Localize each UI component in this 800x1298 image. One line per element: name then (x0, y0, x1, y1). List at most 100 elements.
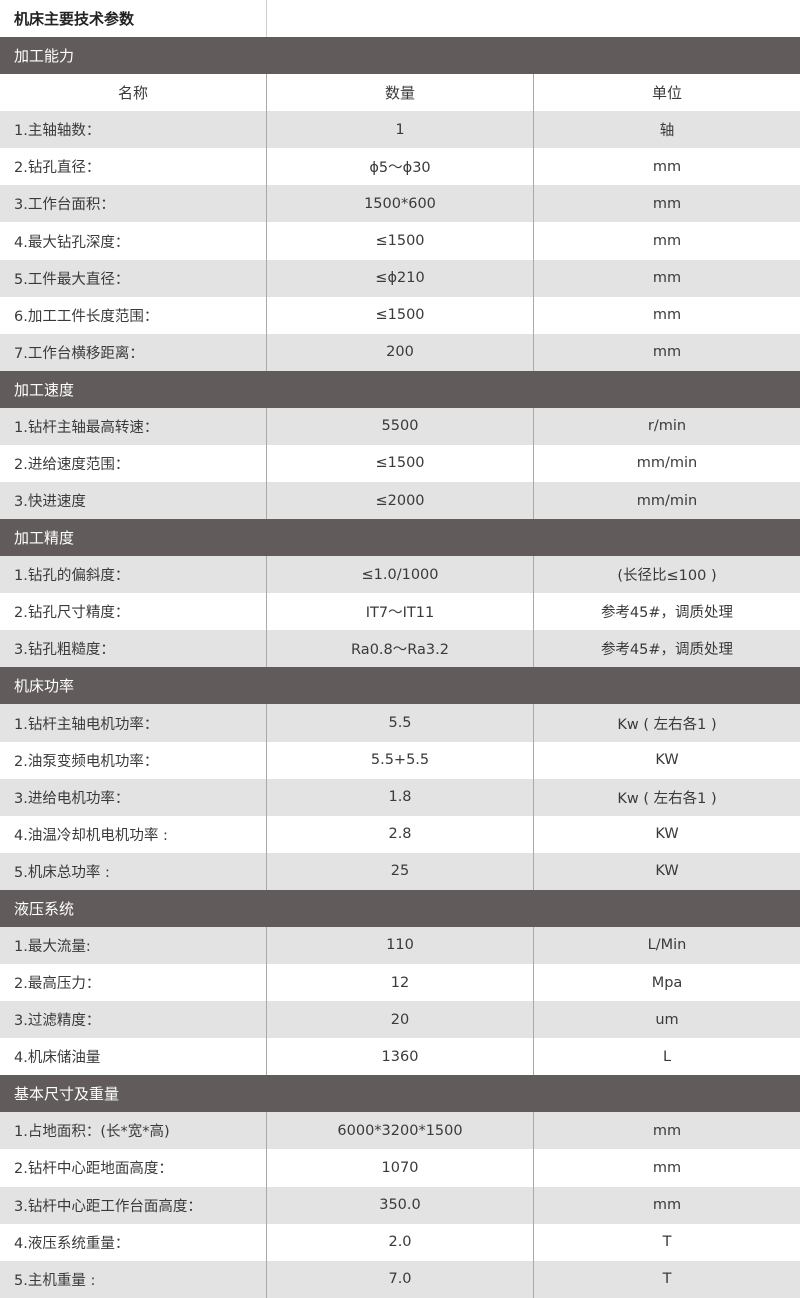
table-row: 2.最高压力： 12 Mpa (0, 964, 800, 1002)
table-row: 3.快进速度 ≤2000 mm/min (0, 482, 800, 520)
table-row: 3.钻杆中心距工作台面高度： 350.0 mm (0, 1186, 800, 1224)
param-name: 4.液压系统重量： (14, 1235, 130, 1252)
param-value: 110 (266, 926, 534, 965)
param-value: 1 (266, 111, 534, 149)
param-unit: KW (655, 863, 679, 880)
param-value: 20 (266, 1001, 534, 1039)
param-value: ≤ϕ210 (266, 259, 534, 297)
param-value: ≤1500 (266, 296, 534, 334)
param-value: ≤1.0/1000 (266, 556, 534, 594)
param-name: 2.进给速度范围： (14, 456, 130, 473)
param-unit: Kw ( 左右各1 ) (617, 790, 717, 807)
param-name: 5.工件最大直径： (14, 271, 130, 288)
param-name: 1.钻孔的偏斜度： (14, 568, 130, 585)
param-value: 350.0 (266, 1186, 534, 1224)
param-unit: KW (655, 752, 679, 769)
table-row: 4.油温冷却机电机功率 : 2.8 KW (0, 815, 800, 853)
param-name: 3.过滤精度： (14, 1013, 101, 1030)
param-value: 1070 (266, 1149, 534, 1187)
param-unit: mm (652, 344, 682, 361)
param-unit: KW (655, 826, 679, 843)
param-unit: mm (652, 195, 682, 212)
table-row: 2.油泵变频电机功率： 5.5+5.5 KW (0, 741, 800, 779)
param-value: 1.8 (266, 778, 534, 816)
param-value: ≤2000 (266, 482, 534, 520)
section-header: 加工能力 (0, 37, 800, 75)
table-row: 1.钻杆主轴电机功率： 5.5 Kw ( 左右各1 ) (0, 704, 800, 742)
section-header: 加工精度 (0, 519, 800, 557)
param-name: 1.钻杆主轴电机功率： (14, 716, 159, 733)
table-row: 4.机床储油量 1360 L (0, 1038, 800, 1076)
param-unit: T (662, 1271, 672, 1288)
param-value: 5.5+5.5 (266, 741, 534, 779)
param-value: 1360 (266, 1038, 534, 1076)
param-name: 5.主机重量 : (14, 1272, 96, 1289)
param-value: 12 (266, 964, 534, 1002)
table-row: 6.加工工件长度范围： ≤1500 mm (0, 296, 800, 334)
param-name: 1.最大流量: (14, 938, 91, 955)
param-value: 200 (266, 333, 534, 371)
param-unit: um (655, 1011, 679, 1028)
title-divider (266, 0, 534, 38)
param-value: IT7～IT11 (266, 593, 534, 631)
param-name: 1.钻杆主轴最高转速： (14, 419, 159, 436)
param-value: 2.0 (266, 1223, 534, 1261)
param-value: ϕ5～ϕ30 (266, 148, 534, 186)
param-value: 5.5 (266, 704, 534, 742)
param-name: 3.钻杆中心距工作台面高度： (14, 1198, 202, 1215)
table-row: 2.进给速度范围： ≤1500 mm/min (0, 444, 800, 483)
param-unit: mm (652, 270, 682, 287)
table-row: 5.机床总功率 : 25 KW (0, 852, 800, 890)
param-unit: 轴 (659, 123, 675, 140)
param-unit: T (662, 1234, 672, 1251)
column-header-name: 名称 (117, 84, 148, 103)
param-name: 3.进给电机功率： (14, 790, 130, 807)
param-value: ≤1500 (266, 444, 534, 483)
table-row: 3.过滤精度： 20 um (0, 1001, 800, 1039)
table-row: 7.工作台横移距离： 200 mm (0, 333, 800, 371)
table-row: 4.最大钻孔深度： ≤1500 mm (0, 222, 800, 260)
param-name: 2.钻孔直径： (14, 160, 101, 177)
param-unit: r/min (647, 418, 687, 435)
param-unit: 参考45#，调质处理 (600, 642, 734, 659)
section-header: 基本尺寸及重量 (0, 1075, 800, 1113)
param-name: 4.机床储油量 (14, 1050, 101, 1067)
param-unit: mm/min (636, 455, 698, 472)
param-unit: Kw ( 左右各1 ) (617, 716, 717, 733)
param-name: 1.主轴轴数： (14, 123, 101, 140)
table-row: 1.占地面积：(长*宽*高) 6000*3200*1500 mm (0, 1112, 800, 1150)
param-name: 3.工作台面积： (14, 197, 115, 214)
param-value: 25 (266, 852, 534, 890)
param-name: 3.钻孔粗糙度： (14, 642, 115, 659)
param-name: 2.油泵变频电机功率： (14, 753, 159, 770)
section-header: 加工速度 (0, 370, 800, 408)
column-header-row: 名称 数量 单位 (0, 74, 800, 112)
param-value: Ra0.8～Ra3.2 (266, 630, 534, 668)
param-name: 4.最大钻孔深度： (14, 234, 130, 251)
param-value: 6000*3200*1500 (266, 1112, 534, 1150)
param-unit: mm (652, 1122, 682, 1139)
section-header: 液压系统 (0, 889, 800, 927)
param-unit: mm (652, 158, 682, 175)
param-name: 1.占地面积：(长*宽*高) (14, 1124, 170, 1141)
table-row: 2.钻孔尺寸精度： IT7～IT11 参考45#，调质处理 (0, 593, 800, 631)
param-value: 7.0 (266, 1260, 534, 1298)
param-value: 2.8 (266, 815, 534, 853)
param-unit: mm (652, 307, 682, 324)
param-name: 2.最高压力： (14, 976, 101, 993)
param-name: 4.油温冷却机电机功率 : (14, 827, 168, 844)
param-name: 6.加工工件长度范围： (14, 308, 159, 325)
table-row: 5.工件最大直径： ≤ϕ210 mm (0, 259, 800, 297)
table-row: 1.钻杆主轴最高转速： 5500 r/min (0, 407, 800, 445)
table-row: 3.工作台面积： 1500*600 mm (0, 185, 800, 223)
param-unit: (长径比≤100 ) (617, 568, 717, 585)
param-unit: mm (652, 1197, 682, 1214)
param-name: 5.机床总功率 : (14, 864, 110, 881)
param-unit: 参考45#，调质处理 (600, 605, 734, 622)
param-value: 5500 (266, 407, 534, 445)
param-name: 2.钻杆中心距地面高度： (14, 1161, 173, 1178)
param-value: 1500*600 (266, 185, 534, 223)
param-unit: mm/min (636, 492, 698, 509)
table-row: 4.液压系统重量： 2.0 T (0, 1223, 800, 1261)
